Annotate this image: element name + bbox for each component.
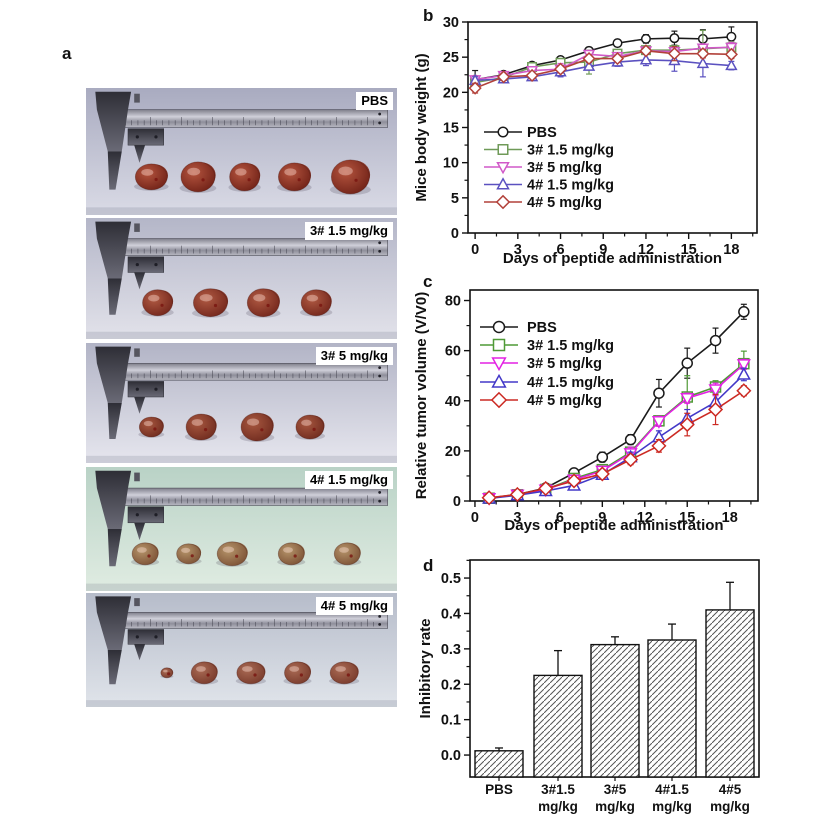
inhibitory-rate-chart: 0.0 0.1 0.2 0.3 0.4 0.5 Inhibitory rate PBS 3#1.…: [417, 559, 760, 814]
svg-text:Inhibitory rate: Inhibitory rate: [417, 618, 434, 718]
svg-text:mg/kg: mg/kg: [710, 799, 750, 814]
svg-text:80: 80: [445, 294, 461, 310]
photo-label: 4# 5 mg/kg: [315, 597, 393, 615]
svg-text:0.3: 0.3: [441, 642, 461, 658]
svg-text:0.2: 0.2: [441, 677, 461, 693]
panel-a-label: a: [62, 44, 72, 63]
svg-text:0: 0: [451, 226, 459, 242]
svg-text:3: 3: [513, 510, 521, 526]
photo-label: 3# 1.5 mg/kg: [304, 222, 393, 240]
svg-text:6: 6: [556, 242, 564, 258]
tumor-photo-4-5: 4# 5 mg/kg: [86, 593, 397, 707]
svg-text:0.4: 0.4: [441, 606, 461, 622]
svg-text:12: 12: [638, 242, 654, 258]
svg-text:3#5: 3#5: [604, 782, 627, 797]
panel-d-label: d: [423, 556, 434, 575]
svg-text:0.5: 0.5: [441, 571, 461, 587]
panel-c-label: c: [423, 272, 433, 291]
tumor-photo-image: [86, 467, 397, 591]
svg-text:0.0: 0.0: [441, 748, 461, 764]
tumor-photo-image: [86, 88, 397, 215]
svg-text:0.1: 0.1: [441, 713, 461, 729]
svg-text:mg/kg: mg/kg: [595, 799, 635, 814]
svg-text:4#1.5: 4#1.5: [655, 782, 689, 797]
svg-text:PBS: PBS: [527, 320, 557, 336]
svg-text:9: 9: [599, 242, 607, 258]
svg-text:4# 1.5 mg/kg: 4# 1.5 mg/kg: [527, 178, 614, 194]
svg-text:15: 15: [679, 510, 695, 526]
svg-text:15: 15: [443, 121, 459, 137]
relative-tumor-volume-chart: 0 3 6 9 12 15 18 0 20 40 60 80 Days of peptide admin…: [413, 289, 759, 534]
svg-text:4# 5 mg/kg: 4# 5 mg/kg: [527, 195, 602, 211]
svg-text:PBS: PBS: [527, 125, 557, 141]
svg-text:60: 60: [445, 344, 461, 360]
svg-text:0: 0: [453, 494, 461, 510]
svg-text:3# 5 mg/kg: 3# 5 mg/kg: [527, 160, 602, 176]
svg-text:30: 30: [443, 15, 459, 31]
tumor-photo-3-5: 3# 5 mg/kg: [86, 343, 397, 463]
svg-text:15: 15: [681, 242, 697, 258]
svg-text:Days of peptide administration: Days of peptide administration: [504, 517, 723, 534]
svg-text:Days of peptide administration: Days of peptide administration: [503, 250, 722, 267]
svg-text:0: 0: [471, 242, 479, 258]
svg-text:9: 9: [598, 510, 606, 526]
svg-text:4# 1.5 mg/kg: 4# 1.5 mg/kg: [527, 375, 614, 391]
mice-body-weight-chart: 0 3 6 9 12 15 18 0 5 10 15 20 25 30 Days of peptide ad…: [413, 15, 758, 267]
svg-text:Relative tumor volume (V/V0): Relative tumor volume (V/V0): [413, 292, 430, 500]
panel-b-label: b: [423, 6, 434, 25]
svg-text:3#1.5: 3#1.5: [541, 782, 575, 797]
svg-text:12: 12: [637, 510, 653, 526]
photo-label: PBS: [356, 92, 393, 110]
photo-label: 4# 1.5 mg/kg: [304, 471, 393, 489]
svg-text:3# 1.5 mg/kg: 3# 1.5 mg/kg: [527, 338, 614, 354]
tumor-photo-4-1p5: 4# 1.5 mg/kg: [86, 467, 397, 591]
svg-text:0: 0: [471, 510, 479, 526]
svg-text:18: 18: [723, 242, 739, 258]
svg-text:3: 3: [514, 242, 522, 258]
svg-text:4# 5 mg/kg: 4# 5 mg/kg: [527, 393, 602, 409]
svg-text:5: 5: [451, 191, 459, 207]
svg-text:40: 40: [445, 394, 461, 410]
svg-text:4#5: 4#5: [719, 782, 742, 797]
svg-text:6: 6: [556, 510, 564, 526]
photo-label: 3# 5 mg/kg: [315, 347, 393, 365]
svg-text:3# 5 mg/kg: 3# 5 mg/kg: [527, 356, 602, 372]
svg-text:PBS: PBS: [485, 782, 513, 797]
tumor-photo-3-1p5: 3# 1.5 mg/kg: [86, 218, 397, 339]
svg-text:mg/kg: mg/kg: [538, 799, 578, 814]
svg-text:20: 20: [445, 444, 461, 460]
svg-text:20: 20: [443, 85, 459, 101]
tumor-photo-pbs: PBS: [86, 88, 397, 215]
svg-text:25: 25: [443, 50, 459, 66]
svg-text:3# 1.5 mg/kg: 3# 1.5 mg/kg: [527, 143, 614, 159]
svg-text:mg/kg: mg/kg: [652, 799, 692, 814]
svg-text:18: 18: [722, 510, 738, 526]
svg-text:Mice body weight (g): Mice body weight (g): [413, 53, 430, 201]
svg-text:10: 10: [443, 156, 459, 172]
